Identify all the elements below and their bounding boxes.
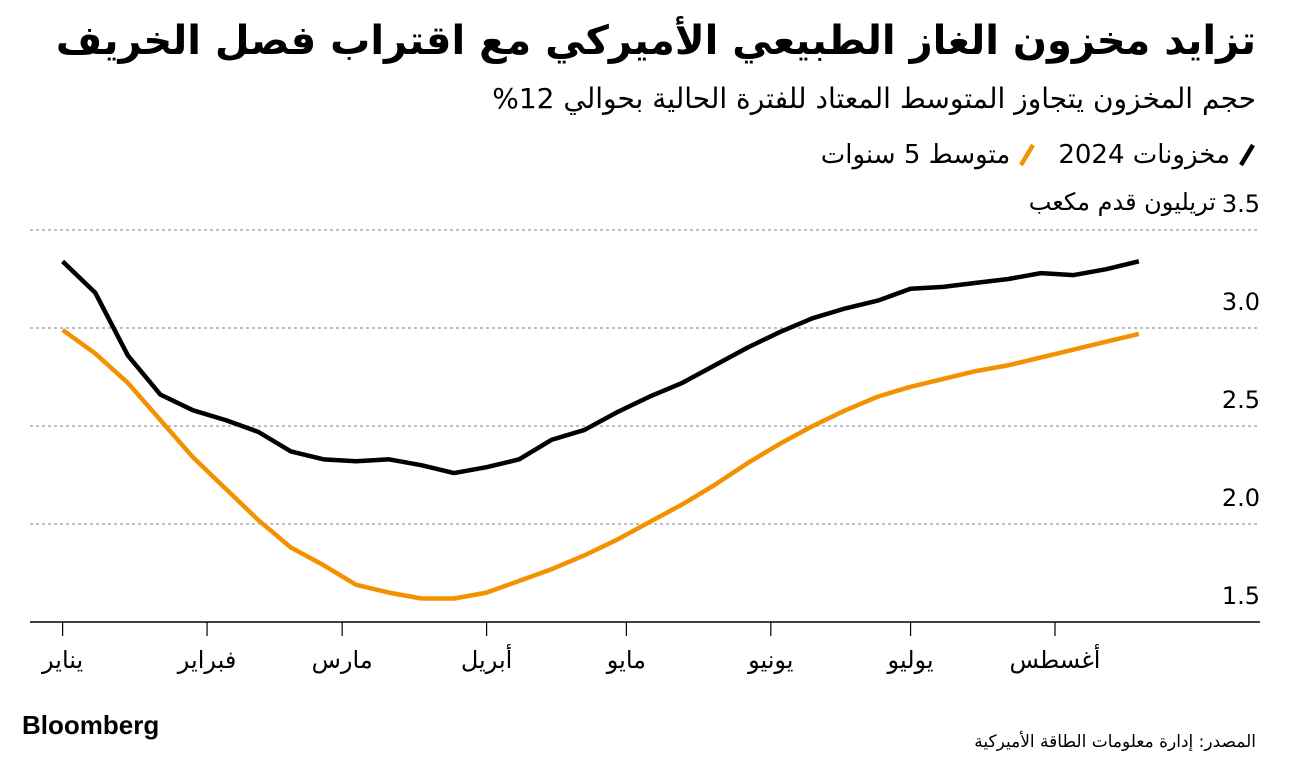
series-line bbox=[61, 259, 1140, 476]
legend-item: متوسط 5 سنوات bbox=[821, 140, 1037, 170]
x-tick-label: فبراير bbox=[177, 646, 237, 674]
legend-swatch-line bbox=[1019, 143, 1036, 167]
x-tick-label: أبريل bbox=[461, 644, 512, 674]
legend-label: مخزونات 2024 bbox=[1058, 140, 1230, 170]
y-tick-label: 1.5 bbox=[1222, 582, 1260, 610]
x-tick-label: يوليو bbox=[887, 646, 934, 674]
legend-swatch bbox=[1019, 143, 1036, 167]
x-tick-label: مايو bbox=[606, 646, 646, 674]
source: المصدر: إدارة معلومات الطاقة الأميركية bbox=[974, 732, 1256, 752]
legend-item: مخزونات 2024 bbox=[1058, 140, 1256, 170]
chart-subtitle: حجم المخزون يتجاوز المتوسط المعتاد للفتر… bbox=[492, 82, 1256, 115]
brand-logo: Bloomberg bbox=[22, 710, 160, 740]
legend-label: متوسط 5 سنوات bbox=[820, 140, 1011, 170]
y-tick-label: 2.5 bbox=[1222, 386, 1260, 414]
legend-swatch-line bbox=[1239, 143, 1255, 167]
x-tick-label: أغسطس bbox=[1010, 644, 1101, 674]
y-tick-label: 3.5 bbox=[1222, 190, 1260, 218]
y-tick-label: 2.0 bbox=[1222, 484, 1260, 512]
x-tick-label: يناير bbox=[41, 646, 83, 674]
series-line bbox=[61, 328, 1140, 601]
y-tick-label: 3.0 bbox=[1222, 288, 1260, 316]
legend-swatch bbox=[1239, 143, 1255, 167]
y-axis-label: تريليون قدم مكعب bbox=[1028, 188, 1216, 216]
x-tick-label: يونيو bbox=[747, 646, 793, 674]
legend: مخزونات 2024 متوسط 5 سنوات bbox=[821, 140, 1256, 170]
x-tick-label: مارس bbox=[312, 646, 373, 674]
chart-title: تزايد مخزون الغاز الطبيعي الأميركي مع اق… bbox=[55, 18, 1256, 64]
